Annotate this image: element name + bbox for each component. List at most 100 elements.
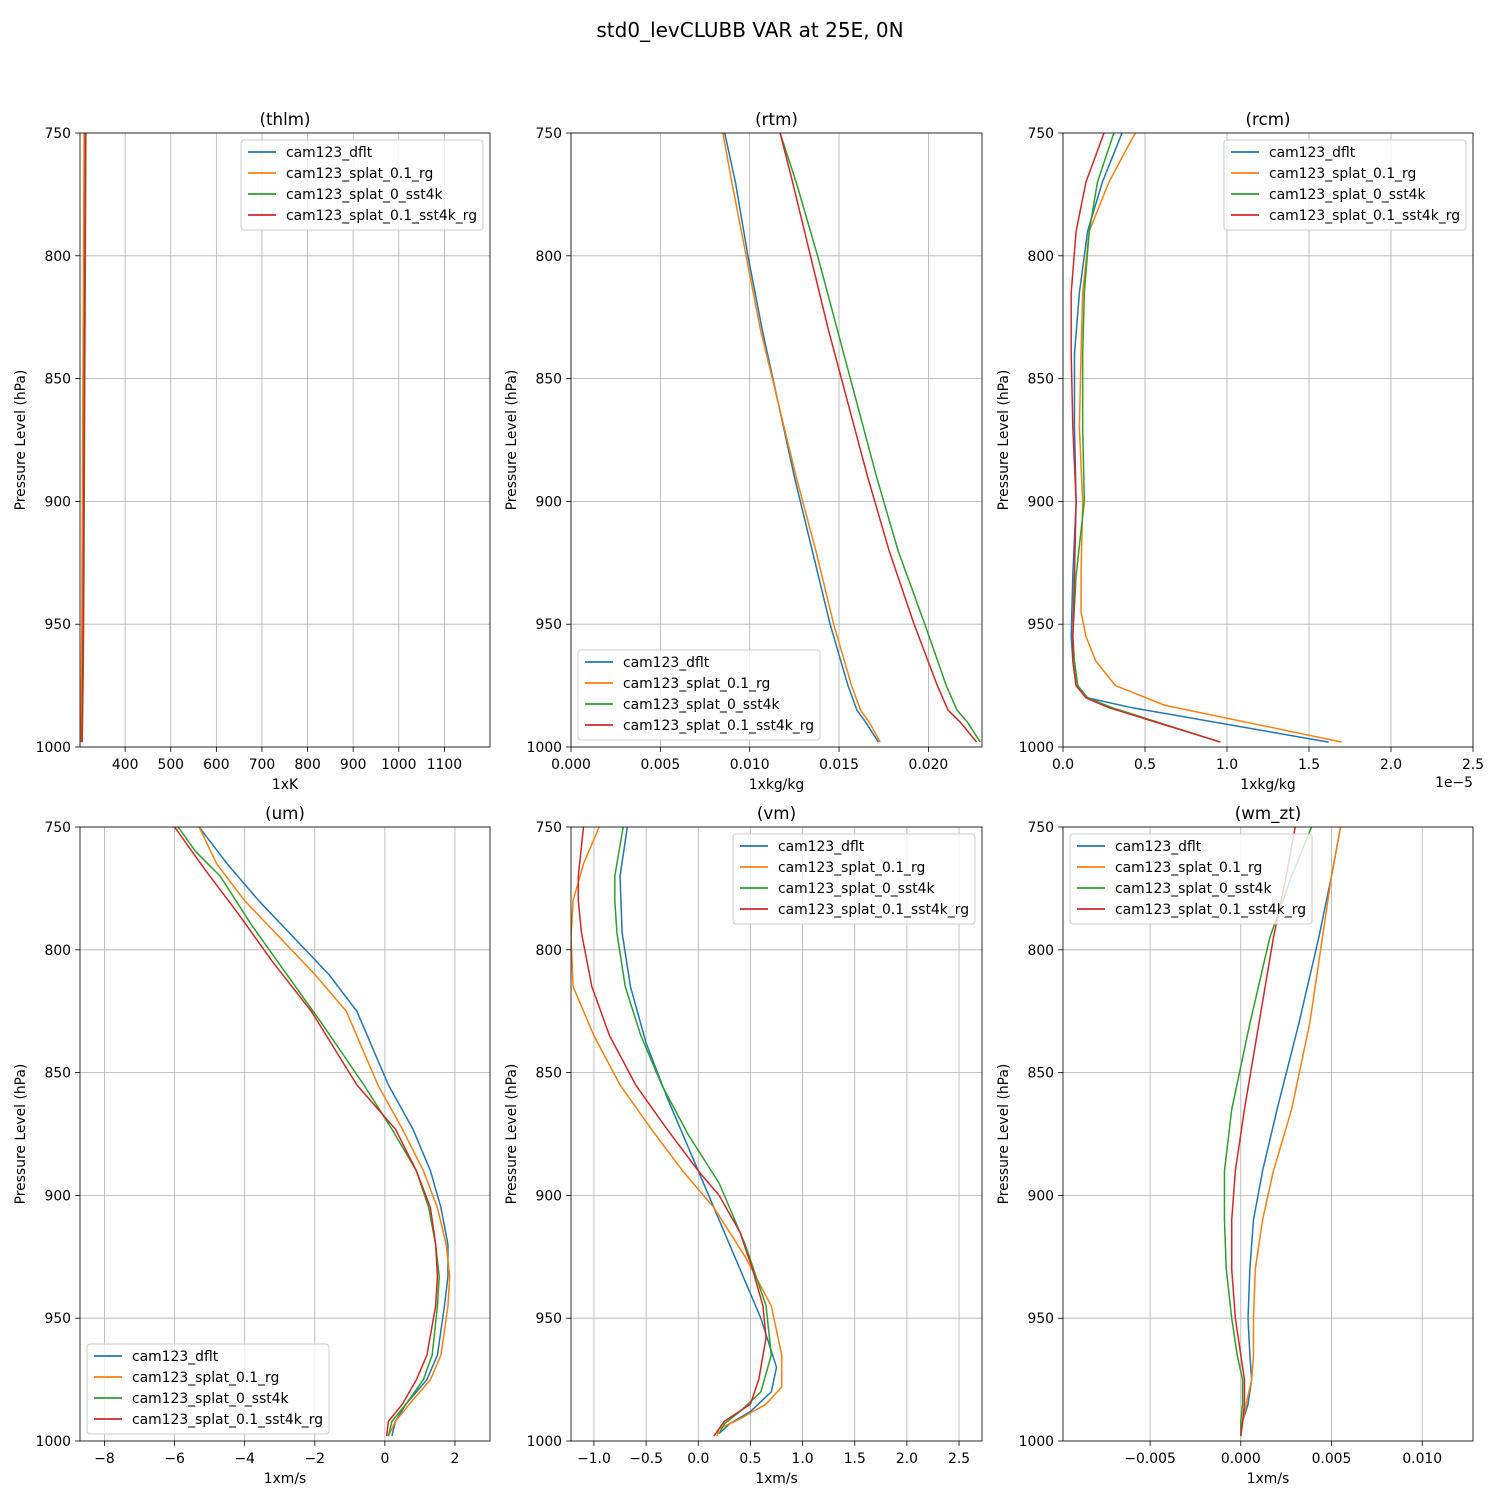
legend-label: cam123_splat_0_sst4k [132, 1391, 289, 1407]
legend-box [86, 1343, 330, 1435]
subplot-thlm: 400 500 600 700 800 900 1000 1100 750 800 850 900 95… [13, 109, 491, 793]
legend-label: cam123_splat_0.1_rg [132, 1370, 279, 1386]
x-tick-label: 0.010 [1402, 1451, 1442, 1467]
y-tick-label: 850 [535, 372, 562, 388]
subplot-vm: −1.0 −0.5 0.0 0.5 1.0 1.5 2.0 2.5 750 800 850 900 95… [504, 803, 983, 1487]
y-tick-label: 800 [535, 249, 562, 265]
x-axis-label: 1xm/s [755, 1471, 798, 1487]
legend-label: cam123_dflt [1269, 145, 1356, 161]
y-axis-label: Pressure Level (hPa) [504, 370, 520, 511]
x-tick-label: 0.5 [739, 1451, 761, 1467]
x-tick-label: 0.015 [819, 757, 859, 773]
x-tick-label: 0 [380, 1451, 389, 1467]
legend-box [1223, 139, 1467, 231]
y-tick-label: 950 [44, 1311, 71, 1327]
x-tick-label: −4 [234, 1451, 255, 1467]
subplot-rtm: 0.000 0.005 0.010 0.015 0.020 750 800 850 900 950… [504, 109, 983, 793]
series-line-cam123_splat_0.1_rg [80, 133, 85, 743]
legend: cam123_dflt cam123_splat_0.1_rg cam123_spl… [732, 833, 976, 925]
legend-label: cam123_splat_0.1_sst4k_rg [1269, 208, 1460, 224]
series-line-cam123_splat_0.1_sst4k_rg [577, 827, 767, 1437]
subplot-wm_zt: −0.005 0.000 0.005 0.010 750 800 850 900 950 1000… [996, 803, 1474, 1487]
y-tick-label: 800 [44, 249, 71, 265]
x-axis-label: 1xm/s [264, 1471, 307, 1487]
series-group [722, 133, 981, 743]
subplot-title: (wm_zt) [1235, 803, 1302, 824]
x-tick-label: 2.5 [948, 1451, 970, 1467]
x-axis-label: 1xkg/kg [1240, 777, 1295, 793]
x-tick-label: 900 [340, 757, 367, 773]
legend-box [240, 139, 484, 231]
y-axis-label: Pressure Level (hPa) [13, 370, 29, 511]
legend-label: cam123_splat_0.1_sst4k_rg [132, 1412, 323, 1428]
y-tick-label: 800 [1027, 943, 1054, 959]
legend: cam123_dflt cam123_splat_0.1_rg cam123_spl… [1223, 139, 1467, 231]
legend-label: cam123_splat_0_sst4k [623, 697, 780, 713]
x-tick-label: −1.0 [577, 1451, 611, 1467]
legend: cam123_dflt cam123_splat_0.1_rg cam123_spl… [86, 1343, 330, 1435]
y-tick-label: 750 [44, 820, 71, 836]
y-axis-label: Pressure Level (hPa) [13, 1064, 29, 1205]
y-tick-label: 850 [44, 372, 71, 388]
series-line-cam123_splat_0.1_rg [722, 133, 881, 743]
legend-label: cam123_dflt [1115, 839, 1202, 855]
subplot-um: −8 −6 −4 −2 0 2 750 800 850 900 950 1000 (um) 1xm/s Pr… [13, 803, 491, 1487]
legend-label: cam123_splat_0.1_rg [778, 860, 925, 876]
y-tick-label: 850 [1027, 1066, 1054, 1082]
series-line-cam123_splat_0.1_sst4k_rg [1230, 827, 1296, 1437]
legend-label: cam123_dflt [132, 1349, 219, 1365]
y-tick-label: 1000 [1019, 740, 1054, 756]
x-axis-label: 1xK [272, 777, 299, 793]
suptitle: std0_levCLUBB VAR at 25E, 0N [596, 18, 903, 42]
x-tick-label: 800 [294, 757, 321, 773]
series-line-cam123_splat_0_sst4k [1223, 827, 1313, 1437]
x-tick-label: 1.5 [844, 1451, 866, 1467]
x-tick-label: −0.5 [629, 1451, 663, 1467]
x-tick-label: 700 [249, 757, 276, 773]
subplot-title: (um) [265, 803, 305, 823]
legend-label: cam123_splat_0_sst4k [286, 187, 443, 203]
series-line-cam123_splat_0.1_sst4k_rg [1070, 133, 1221, 743]
legend-label: cam123_splat_0_sst4k [778, 881, 935, 897]
x-tick-label: 0.0 [687, 1451, 709, 1467]
x-tick-label: 0.010 [730, 757, 770, 773]
x-tick-label: 1000 [381, 757, 416, 773]
y-tick-label: 1000 [527, 740, 562, 756]
y-tick-label: 900 [535, 1188, 562, 1204]
legend-label: cam123_splat_0.1_rg [286, 166, 433, 182]
series-line-cam123_splat_0_sst4k [1072, 133, 1221, 743]
y-tick-label: 900 [1027, 494, 1054, 510]
legend-label: cam123_dflt [623, 655, 710, 671]
legend-label: cam123_splat_0.1_sst4k_rg [623, 718, 814, 734]
x-tick-label: 0.0 [1052, 757, 1074, 773]
y-tick-label: 850 [1027, 372, 1054, 388]
subplot-grid: 400 500 600 700 800 900 1000 1100 750 800 850 900 95… [13, 109, 1484, 1487]
x-tick-label: 2.0 [1380, 757, 1402, 773]
series-line-cam123_splat_0_sst4k [177, 827, 440, 1437]
y-tick-label: 800 [535, 943, 562, 959]
x-axis-label: 1xm/s [1247, 1471, 1290, 1487]
axes-frame [1062, 132, 1474, 748]
legend: cam123_dflt cam123_splat_0.1_rg cam123_spl… [1069, 833, 1313, 925]
legend: cam123_dflt cam123_splat_0.1_rg cam123_spl… [240, 139, 484, 231]
legend-box [732, 833, 976, 925]
x-tick-label: 0.000 [551, 757, 591, 773]
legend-label: cam123_splat_0.1_rg [1269, 166, 1416, 182]
series-line-cam123_dflt [198, 827, 449, 1437]
x-tick-label: 2 [451, 1451, 460, 1467]
legend-label: cam123_splat_0.1_sst4k_rg [1115, 902, 1306, 918]
x-tick-label: 1.0 [792, 1451, 814, 1467]
series-line-cam123_dflt [723, 133, 879, 743]
y-axis-label: Pressure Level (hPa) [504, 1064, 520, 1205]
x-tick-label: −0.005 [1124, 1451, 1175, 1467]
subplot-title: (rcm) [1246, 109, 1291, 129]
y-tick-label: 950 [44, 617, 71, 633]
y-tick-label: 950 [1027, 617, 1054, 633]
y-tick-label: 800 [44, 943, 71, 959]
y-tick-label: 800 [1027, 249, 1054, 265]
x-tick-label: 400 [112, 757, 139, 773]
axes-frame [79, 132, 491, 748]
legend-label: cam123_splat_0.1_rg [623, 676, 770, 692]
x-tick-label: 500 [157, 757, 184, 773]
